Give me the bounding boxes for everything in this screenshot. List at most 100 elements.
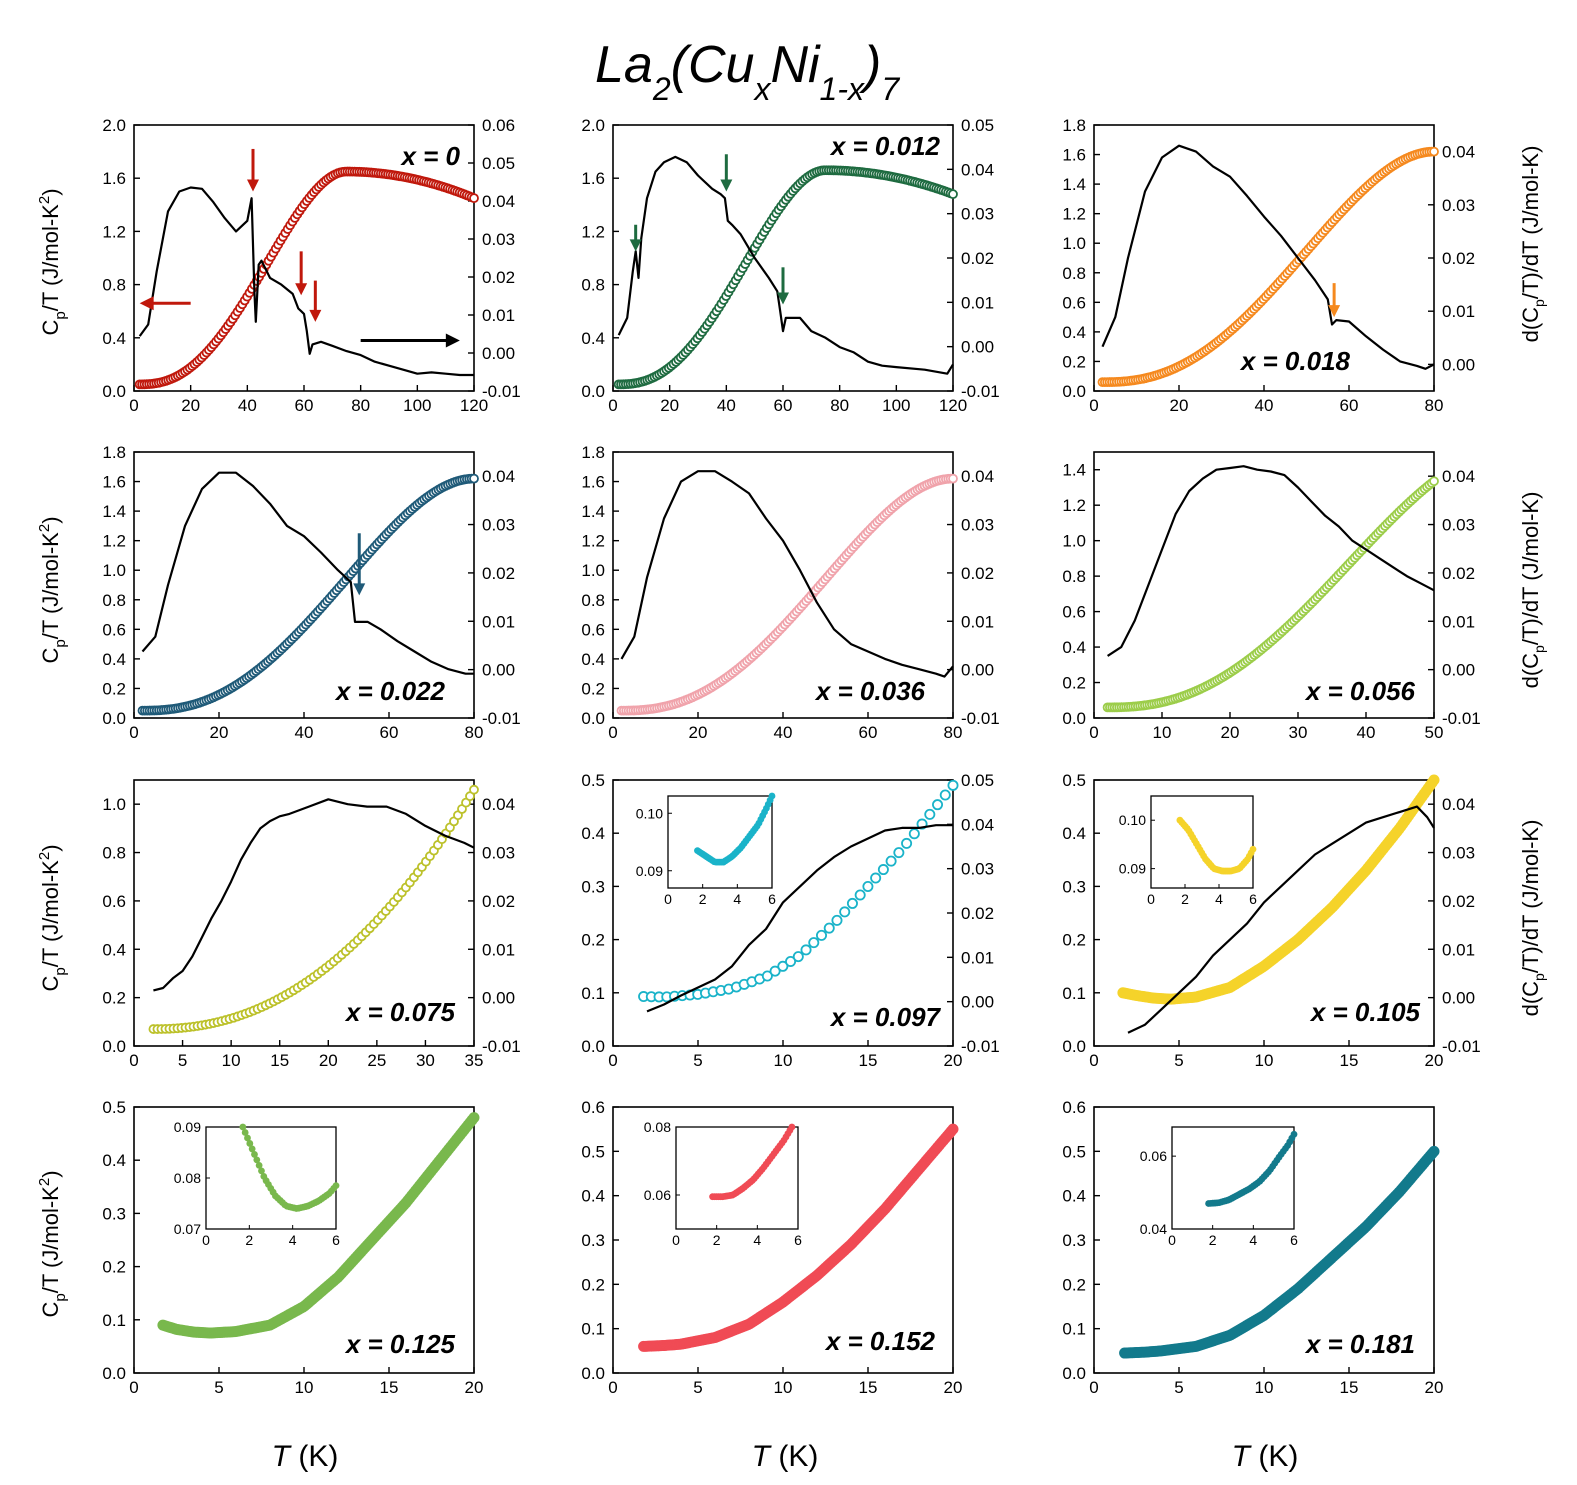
y-tick-label: 0.6 — [102, 892, 126, 911]
plot-frame — [133, 779, 475, 1047]
composition-label: x = 0.181 — [1304, 1329, 1415, 1359]
x-tick-label: 20 — [319, 1051, 338, 1070]
y2-tick-label: 0.04 — [1442, 467, 1475, 486]
x-tick-label: 20 — [944, 1051, 963, 1070]
y-tick-label: 1.2 — [581, 222, 605, 241]
data-point — [862, 880, 874, 892]
x-tick-label: 0 — [608, 1051, 617, 1070]
marker-arrow-head — [295, 283, 308, 296]
inset-y-tick-label: 0.04 — [1140, 1221, 1167, 1237]
y-tick-label: 0.6 — [581, 1098, 605, 1117]
data-point — [948, 473, 958, 484]
x-tick-label: 0 — [608, 723, 617, 742]
series-markers-cp — [148, 784, 479, 1034]
x-tick-label: 80 — [830, 396, 849, 415]
inset: 0 2 4 6 0.07 0.08 0.09 — [174, 1119, 340, 1248]
y-tick-label: 0.5 — [1062, 771, 1086, 790]
data-point — [468, 1112, 480, 1124]
inset-y-tick-label: 0.08 — [174, 1170, 201, 1186]
y2-label-row-2: d(Cp/T)/dT (J/mol-K) — [1518, 492, 1547, 689]
x-tick-label: 10 — [222, 1051, 241, 1070]
inset-x-tick-label: 6 — [1290, 1232, 1298, 1248]
y2-tick-label: 0.01 — [482, 306, 515, 325]
series-line-dcp — [617, 155, 954, 375]
y2-tick-label: 0.03 — [1442, 844, 1475, 863]
x-tick-label: 100 — [882, 396, 910, 415]
x-tick-label: 10 — [774, 1051, 793, 1070]
data-point — [761, 970, 773, 982]
y-tick-label: 0.5 — [581, 771, 605, 790]
y2-tick-label: 0.01 — [961, 612, 994, 631]
inset-x-tick-label: 0 — [672, 1232, 680, 1248]
y-tick-label: 0.8 — [581, 276, 605, 295]
x-tick-label: 20 — [689, 723, 708, 742]
y-tick-label: 2.0 — [102, 116, 126, 135]
composition-label: x = 0.056 — [1304, 676, 1416, 706]
data-point — [769, 965, 781, 977]
inset-y-tick-label: 0.10 — [636, 805, 663, 821]
inset-data-point — [1290, 1130, 1298, 1138]
y2-tick-label: -0.01 — [1442, 709, 1481, 728]
y2-tick-label: 0.02 — [1442, 892, 1475, 911]
y2-tick-label: -0.01 — [482, 382, 521, 401]
y2-label-row-1: d(Cp/T)/dT (J/mol-K) — [1518, 146, 1547, 343]
inset-x-tick-label: 2 — [1209, 1232, 1217, 1248]
y2-tick-label: -0.01 — [1442, 1037, 1481, 1056]
x-tick-label: 0 — [129, 1051, 138, 1070]
series-markers-cp — [638, 1123, 959, 1352]
y-tick-label: 1.6 — [102, 473, 126, 492]
y-tick-label: 1.2 — [1062, 205, 1086, 224]
inset-data-point — [239, 1123, 247, 1131]
y-tick-label: 0.3 — [581, 1231, 605, 1250]
composition-label: x = 0.012 — [829, 131, 941, 161]
x-tick-label: 20 — [1170, 396, 1189, 415]
x-tick-label: 40 — [295, 723, 314, 742]
x-tick-label: 80 — [465, 723, 484, 742]
data-point — [785, 955, 797, 967]
data-point — [816, 929, 828, 941]
x-tick-label: 5 — [693, 1378, 702, 1397]
series-line-dcp — [1101, 144, 1435, 370]
svg-text:d(Cp/T)/dT (J/mol-K): d(Cp/T)/dT (J/mol-K) — [1518, 492, 1547, 689]
y-tick-label: 0.4 — [581, 824, 605, 843]
x-tick-label: 40 — [1255, 396, 1274, 415]
data-point — [901, 837, 913, 849]
x-label-col-2: T (K) — [752, 1440, 819, 1473]
y-tick-label: 0.4 — [102, 329, 126, 348]
y-tick-label: 0.0 — [102, 1037, 126, 1056]
y-tick-label: 0.4 — [102, 1151, 126, 1170]
y-tick-label: 0.1 — [581, 1320, 605, 1339]
inset-x-tick-label: 4 — [289, 1232, 297, 1248]
x-tick-label: 15 — [1340, 1051, 1359, 1070]
inset-x-tick-label: 4 — [753, 1232, 761, 1248]
y-tick-label: 0.6 — [1062, 1098, 1086, 1117]
x-tick-label: 0 — [129, 396, 138, 415]
inset-frame — [675, 1126, 799, 1230]
data-point — [924, 808, 936, 820]
inset-frame — [1150, 795, 1254, 889]
y-tick-label: 0.2 — [1062, 1275, 1086, 1294]
x-tick-label: 100 — [403, 396, 431, 415]
inset-x-tick-label: 6 — [794, 1232, 802, 1248]
y2-tick-label: 0.00 — [1442, 355, 1475, 374]
y2-tick-label: 0.01 — [1442, 940, 1475, 959]
y-tick-label: 0.2 — [1062, 931, 1086, 950]
inset-x-tick-label: 0 — [202, 1232, 210, 1248]
series-markers-cp — [1097, 146, 1439, 388]
svg-text:d(Cp/T)/dT (J/mol-K): d(Cp/T)/dT (J/mol-K) — [1518, 146, 1547, 343]
x-tick-label: 40 — [717, 396, 736, 415]
inset-data-point — [248, 1145, 256, 1153]
inset-x-tick-label: 0 — [1147, 891, 1155, 907]
inset-data-point — [1249, 845, 1257, 853]
y2-tick-label: -0.01 — [961, 1037, 1000, 1056]
inset-y-tick-label: 0.09 — [1119, 861, 1146, 877]
x-tick-label: 60 — [380, 723, 399, 742]
inset-y-tick-label: 0.06 — [1140, 1148, 1167, 1164]
y-tick-label: 0.2 — [1062, 352, 1086, 371]
inset-x-tick-label: 6 — [768, 891, 776, 907]
y-tick-label: 1.8 — [1062, 116, 1086, 135]
data-point — [808, 937, 820, 949]
y-tick-label: 0.4 — [581, 650, 605, 669]
y-tick-label: 0.6 — [1062, 293, 1086, 312]
